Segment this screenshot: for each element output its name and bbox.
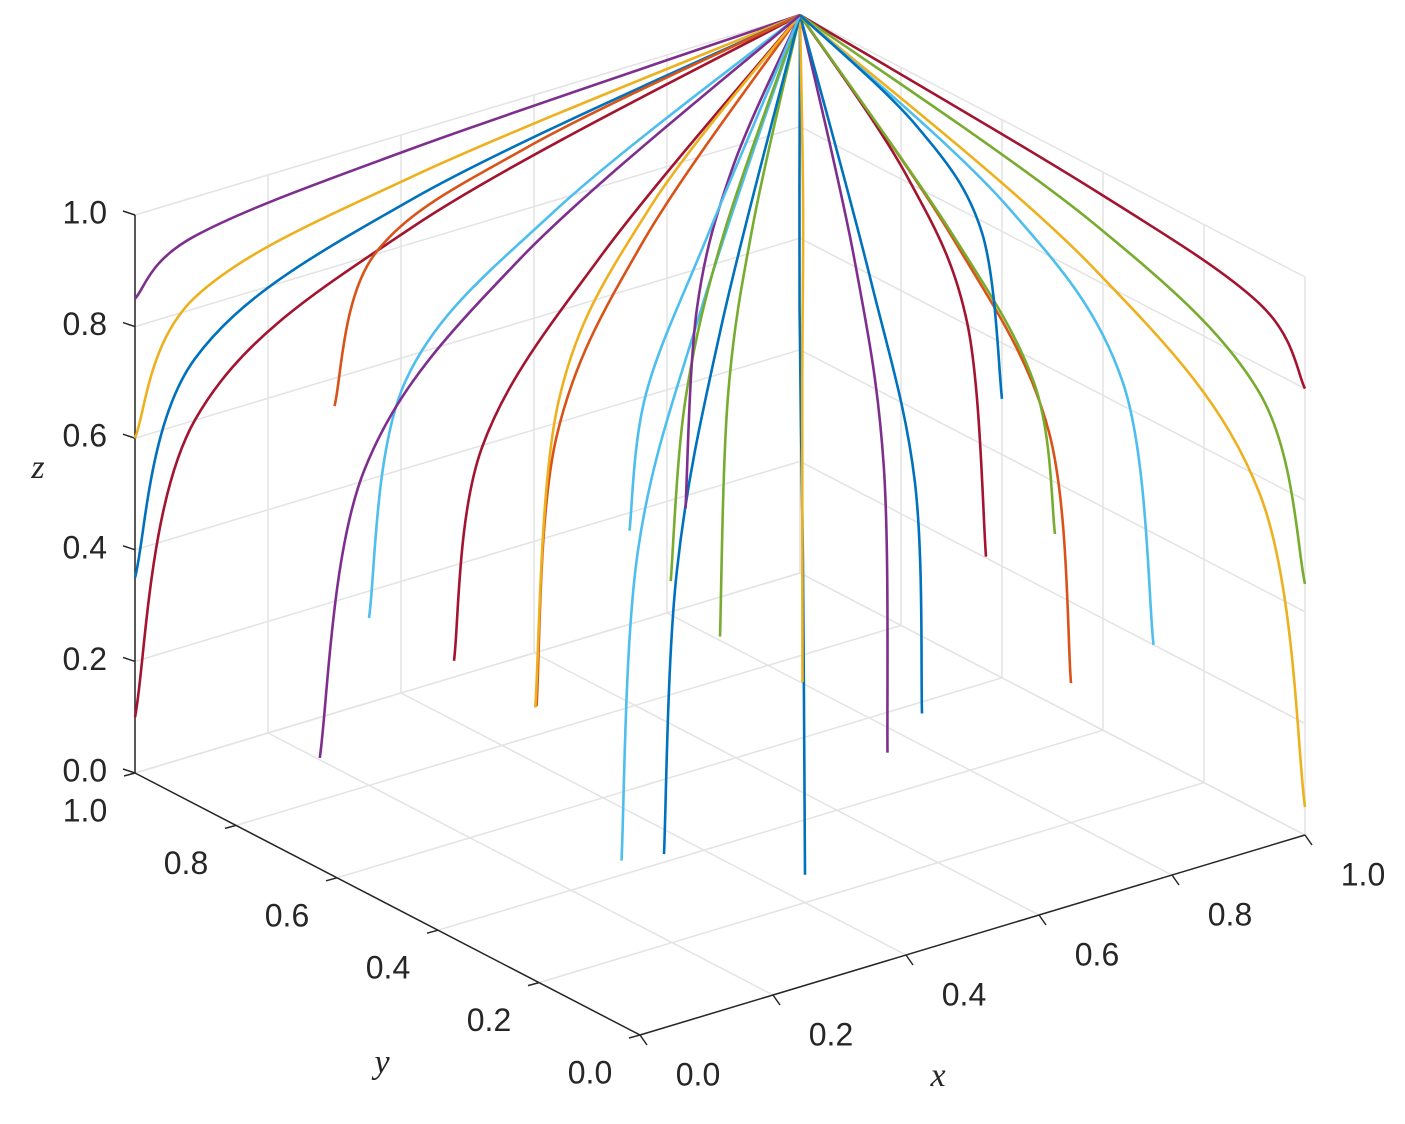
tick-mark [122,768,136,774]
x-tick-label: 0.2 [809,1016,853,1052]
curve [798,14,1073,684]
curve [134,13,801,300]
y-tick-label: 0.4 [366,950,410,986]
grid-line [134,460,801,663]
curve [662,14,802,855]
grid-line [336,677,1003,879]
tick-mark [122,321,136,328]
curve [684,14,802,509]
z-tick-label: 1.0 [63,194,107,230]
x-tick-label: 0.8 [1208,896,1252,932]
x-tick-label: 0.6 [1075,936,1119,972]
grid-line [134,14,801,216]
tick-mark [527,981,540,987]
curve [798,14,889,753]
z-tick-label: 0.0 [63,752,107,788]
curve [133,13,801,579]
grid-line [134,237,801,439]
y-tick-label: 1.0 [63,792,107,828]
curve [133,13,801,439]
curve [799,13,1307,585]
tick-mark [122,656,136,663]
grid-line [799,349,1306,613]
tick-mark [224,824,237,830]
tick-mark [772,994,781,1006]
grid-line [134,572,801,774]
curve [620,14,802,861]
tick-mark [639,1034,648,1046]
curve [628,14,802,531]
grid-line [533,652,1040,916]
grid [134,14,1306,1036]
grid-line [134,349,801,551]
axes: 0.0 0.2 0.4 0.6 0.8 1.0 0.0 0.2 0.4 0.6 0.8 1.0 0.0 0… [63,194,1386,1092]
z-tick-label: 0.4 [63,529,107,565]
curve [669,14,802,582]
tick-mark [1304,834,1313,846]
tick-mark [325,877,338,882]
grid-line [799,14,1306,278]
tick-mark [628,1034,641,1039]
z-tick-label: 0.2 [63,641,107,677]
grid-line [799,572,1306,836]
grid-line [799,237,1306,501]
curve [333,13,801,407]
grid-line [267,732,774,996]
curve [799,13,1307,390]
y-tick-label: 0.2 [467,1002,511,1038]
grid-line [134,125,801,328]
curve [798,14,805,683]
curve [718,14,802,637]
y-tick-label: 0.6 [265,897,309,933]
x-tick-label: 0.0 [676,1056,720,1092]
grid-line [437,729,1104,931]
tick-mark [123,772,136,777]
tick-mark [426,929,439,934]
tick-mark [1038,914,1047,926]
grid-line [666,612,1173,876]
curve [799,14,1004,399]
z-tick-label: 0.8 [63,306,107,342]
grid-line [538,781,1205,984]
x-axis [639,834,1306,1036]
curve [533,14,802,708]
x-tick-label: 0.4 [942,976,986,1012]
y-tick-label: 0.0 [568,1054,612,1090]
tick-mark [122,433,136,439]
tick-mark [122,210,136,216]
curve [798,14,1057,535]
grid-line [235,624,902,827]
curve [799,14,1155,645]
tick-mark [1171,874,1180,886]
z-axis-label: z [30,449,44,486]
y-tick-label: 0.8 [164,845,208,881]
y-axis-label: y [371,1044,390,1081]
grid-line [799,460,1306,725]
y-axis [134,772,641,1036]
curve [798,14,924,714]
x-tick-label: 1.0 [1341,856,1385,892]
curve [535,14,802,707]
grid-line [400,692,907,956]
curve [318,14,801,759]
curve [452,14,802,661]
curves [133,13,1307,875]
x-axis-label: x [929,1057,945,1094]
curve [799,14,1307,808]
z-tick-label: 0.6 [63,418,107,454]
tick-mark [905,954,914,966]
tick-mark [122,545,136,551]
curve [367,13,801,619]
curve [133,13,801,718]
